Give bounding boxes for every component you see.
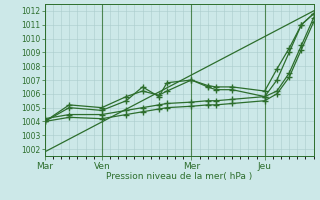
- X-axis label: Pression niveau de la mer( hPa ): Pression niveau de la mer( hPa ): [106, 172, 252, 181]
